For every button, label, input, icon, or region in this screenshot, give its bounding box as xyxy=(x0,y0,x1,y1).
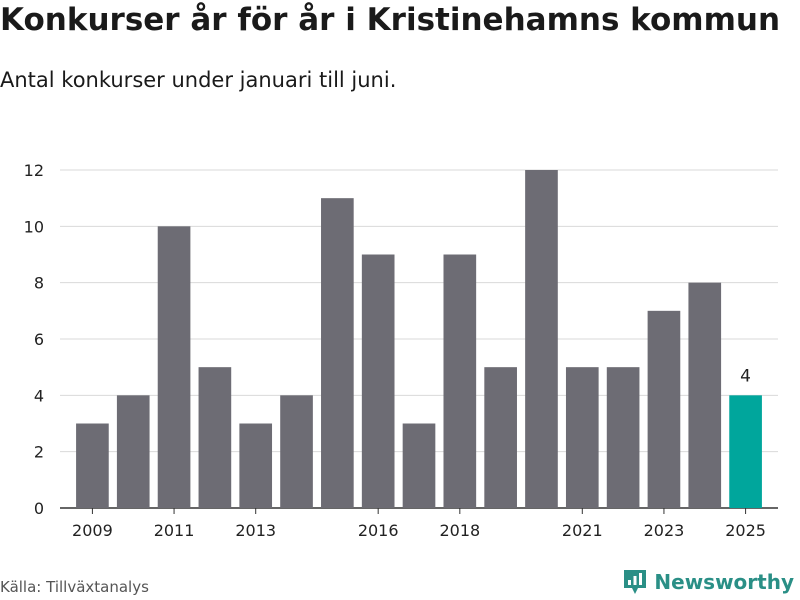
y-tick-label: 0 xyxy=(34,499,44,518)
y-tick-label: 4 xyxy=(34,386,44,405)
bar-2016 xyxy=(361,254,395,508)
bars xyxy=(76,170,762,509)
bar-2021 xyxy=(565,367,599,508)
y-tick-label: 6 xyxy=(34,330,44,349)
bar-2024 xyxy=(688,282,722,508)
bar-2010 xyxy=(116,395,150,508)
x-tick-label: 2009 xyxy=(72,521,113,540)
bar-2014 xyxy=(280,395,313,508)
bar-2025 xyxy=(729,395,762,508)
newsworthy-logo-icon xyxy=(624,570,647,594)
brand-logo: Newsworthy xyxy=(622,568,794,596)
x-tick-label: 2021 xyxy=(562,521,603,540)
bar-2019 xyxy=(484,367,517,508)
x-tick-label: 2016 xyxy=(358,521,399,540)
x-tick-label: 2018 xyxy=(439,521,480,540)
bar-2013 xyxy=(239,423,273,508)
bar-2015 xyxy=(321,198,354,508)
x-tick-label: 2013 xyxy=(235,521,276,540)
chart-subtitle: Antal konkurser under januari till juni. xyxy=(0,68,397,92)
bar-2022 xyxy=(606,367,640,508)
bar-2012 xyxy=(198,367,232,508)
data-labels: 4 xyxy=(740,366,751,386)
bar-2017 xyxy=(402,423,436,508)
x-tick-label: 2025 xyxy=(725,521,766,540)
bar-2009 xyxy=(76,423,109,508)
bar-2023 xyxy=(647,310,681,508)
x-axis-ticks: 2009 2011 2013 2016 2018 2021 2023 2025 xyxy=(72,508,766,540)
data-label: 4 xyxy=(740,366,751,386)
bar-2018 xyxy=(443,254,477,508)
y-tick-label: 12 xyxy=(24,161,44,180)
x-tick-label: 2023 xyxy=(644,521,685,540)
x-tick-label: 2011 xyxy=(154,521,195,540)
brand-name: Newsworthy xyxy=(654,570,794,594)
bar-2011 xyxy=(157,226,191,509)
source-note: Källa: Tillväxtanalys xyxy=(0,578,149,596)
y-tick-label: 10 xyxy=(24,217,44,236)
y-tick-label: 2 xyxy=(34,443,44,462)
y-tick-label: 8 xyxy=(34,274,44,293)
bar-2020 xyxy=(525,170,558,508)
y-axis-ticks: 0 2 4 6 8 10 12 xyxy=(24,161,44,518)
chart-title: Konkurser år för år i Kristinehamns komm… xyxy=(0,2,781,38)
